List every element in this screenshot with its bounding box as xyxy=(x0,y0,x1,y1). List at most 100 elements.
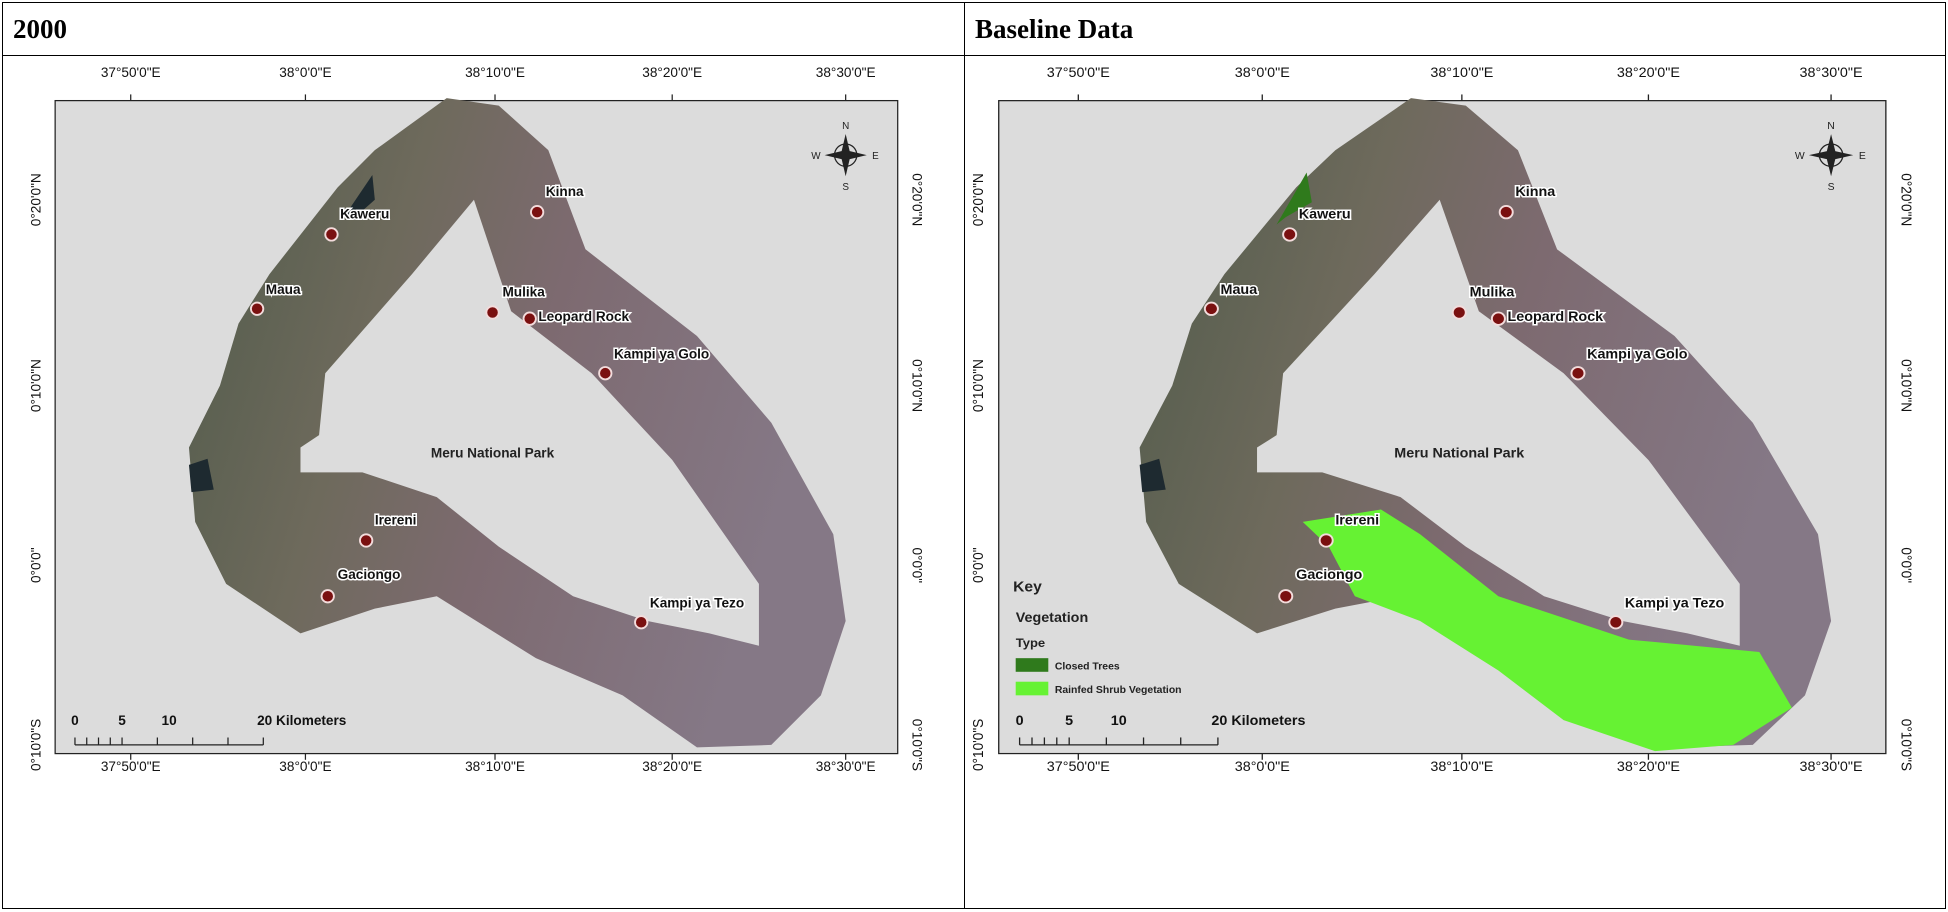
latitude-label: 0°10'0"S xyxy=(28,719,43,771)
legend-field: Type xyxy=(1016,635,1045,650)
place-label: Kaweru xyxy=(340,206,389,221)
park-label: Meru National Park xyxy=(1394,445,1524,461)
scale-label: 0 xyxy=(1016,712,1024,728)
place-label: Kampi ya Golo xyxy=(614,346,709,361)
place-marker xyxy=(486,306,498,318)
place-label: Kampi ya Tezo xyxy=(650,595,744,610)
longitude-label: 38°20'0"E xyxy=(1617,758,1680,774)
latitude-label: 0°0'0" xyxy=(970,547,986,583)
longitude-label: 38°20'0"E xyxy=(642,759,702,774)
latitude-label: 0°20'0"N xyxy=(1898,173,1914,226)
latitude-label: 0°10'0"N xyxy=(28,359,43,412)
longitude-label: 38°30'0"E xyxy=(1800,64,1863,80)
legend-subtitle: Vegetation xyxy=(1016,610,1089,626)
latitude-label: 0°20'0"N xyxy=(910,173,925,226)
place-marker xyxy=(1571,367,1584,379)
longitude-label: 37°50'0"E xyxy=(101,65,161,80)
longitude-label: 38°30'0"E xyxy=(816,65,876,80)
compass-letter: E xyxy=(1859,151,1866,162)
longitude-label: 37°50'0"E xyxy=(1047,758,1110,774)
panel-cell: 37°50'0"E 37°50'0"E 38°0'0"E 38°0'0"E 38°10'… xyxy=(965,56,1946,909)
latitude-label: 0°0'0" xyxy=(910,547,925,583)
map-panel: 37°50'0"E 37°50'0"E 38°0'0"E 38°0'0"E 38°10'… xyxy=(965,56,1945,906)
place-marker xyxy=(1283,228,1296,240)
scale-label: 0 xyxy=(71,713,79,728)
place-label: Gaciongo xyxy=(1296,566,1362,582)
place-label: Mulika xyxy=(502,284,545,299)
figure-table: 2000 Baseline Data 37°50'0"E 37°50'0"E 38°… xyxy=(2,2,1946,909)
place-marker xyxy=(599,367,611,379)
compass-letter: E xyxy=(872,151,879,162)
longitude-label: 37°50'0"E xyxy=(1047,64,1110,80)
latitude-label: 0°10'0"S xyxy=(910,719,925,771)
latitude-label: 0°10'0"S xyxy=(1898,719,1914,771)
place-label: Kinna xyxy=(1515,183,1555,199)
legend-label: Closed Trees xyxy=(1055,662,1120,673)
map-content: 37°50'0"E37°50'0"E38°0'0"E38°0'0"E38°10'… xyxy=(28,65,924,774)
place-marker xyxy=(251,303,263,315)
header-row: 2000 Baseline Data xyxy=(3,3,1946,56)
latitude-label: 0°0'0" xyxy=(28,547,43,583)
compass-letter: N xyxy=(842,121,849,132)
compass-letter: W xyxy=(811,151,821,162)
latitude-label: 0°10'0"N xyxy=(910,359,925,412)
latitude-label: 0°10'0"N xyxy=(970,359,986,412)
legend-label: Rainfed Shrub Vegetation xyxy=(1055,685,1182,696)
place-label: Kampi ya Golo xyxy=(1587,346,1687,362)
legend-swatch xyxy=(1016,682,1049,696)
map-content: 37°50'0"E 37°50'0"E 38°0'0"E 38°0'0"E 38°10'… xyxy=(970,64,1915,773)
place-label: Irereni xyxy=(375,512,417,527)
place-label: Maua xyxy=(266,282,301,297)
place-label: Kaweru xyxy=(1299,206,1351,222)
place-label: Gaciongo xyxy=(338,567,401,582)
longitude-label: 38°20'0"E xyxy=(642,65,702,80)
longitude-label: 38°20'0"E xyxy=(1617,64,1680,80)
place-label: Leopard Rock xyxy=(1508,309,1604,325)
panel-title: 2000 xyxy=(3,3,965,56)
scale-label: 20 Kilometers xyxy=(1211,712,1305,728)
legend-title: Key xyxy=(1013,579,1042,596)
place-label: Leopard Rock xyxy=(538,309,629,324)
place-label: Kampi ya Tezo xyxy=(1625,595,1724,611)
place-marker xyxy=(322,590,334,602)
panel-title: Baseline Data xyxy=(965,3,1946,56)
scale-label: 5 xyxy=(118,713,126,728)
place-marker xyxy=(1492,313,1505,325)
scale-label: 20 Kilometers xyxy=(257,713,347,728)
longitude-label: 38°10'0"E xyxy=(1430,758,1493,774)
place-marker xyxy=(325,228,337,240)
place-label: Mulika xyxy=(1470,284,1515,300)
place-marker xyxy=(1279,590,1292,602)
scale-label: 10 xyxy=(162,713,178,728)
longitude-label: 38°10'0"E xyxy=(465,759,525,774)
park-label: Meru National Park xyxy=(431,445,555,460)
place-marker xyxy=(1205,303,1218,315)
scale-label: 10 xyxy=(1111,712,1127,728)
page: 2000 Baseline Data 37°50'0"E 37°50'0"E 38°… xyxy=(0,0,1948,912)
latitude-label: 0°20'0"N xyxy=(970,173,986,226)
longitude-label: 38°10'0"E xyxy=(1430,64,1493,80)
place-marker xyxy=(1320,534,1333,546)
compass-letter: S xyxy=(1828,182,1835,193)
latitude-label: 0°10'0"S xyxy=(970,719,986,771)
longitude-label: 38°0'0"E xyxy=(1235,758,1290,774)
place-marker xyxy=(1453,306,1466,318)
longitude-label: 38°30'0"E xyxy=(1800,758,1863,774)
compass-letter: S xyxy=(842,182,849,193)
place-label: Irereni xyxy=(1335,512,1379,528)
latitude-label: 0°0'0" xyxy=(1898,547,1914,583)
latitude-label: 0°20'0"N xyxy=(28,173,43,226)
map-panel: 37°50'0"E37°50'0"E38°0'0"E38°0'0"E38°10'… xyxy=(3,56,961,906)
place-marker xyxy=(1500,206,1513,218)
compass-letter: W xyxy=(1795,151,1805,162)
place-marker xyxy=(524,312,536,324)
place-marker xyxy=(531,206,543,218)
place-label: Kinna xyxy=(546,184,584,199)
scale-label: 5 xyxy=(1065,712,1073,728)
longitude-label: 37°50'0"E xyxy=(101,759,161,774)
place-marker xyxy=(360,534,372,546)
place-label: Maua xyxy=(1221,281,1258,297)
place-marker xyxy=(635,616,647,628)
longitude-label: 38°0'0"E xyxy=(1235,64,1290,80)
